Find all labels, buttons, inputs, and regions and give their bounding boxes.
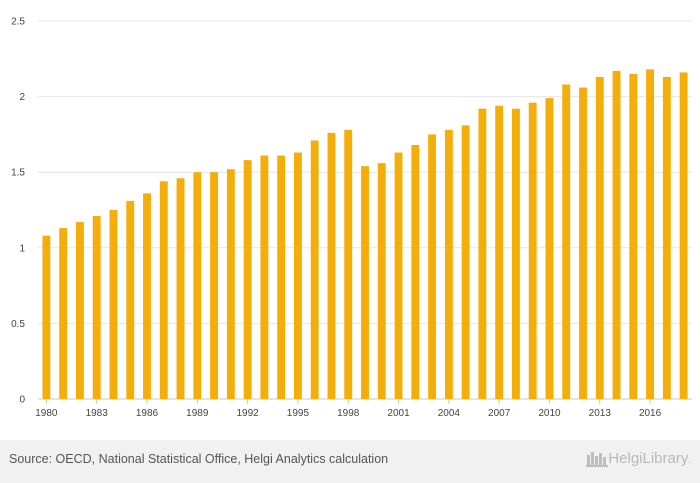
bar-1987[interactable] <box>159 181 168 399</box>
bar-1985[interactable] <box>126 200 135 399</box>
bar-1984[interactable] <box>109 210 118 399</box>
logo-dot: . <box>688 450 692 466</box>
x-tick-label: 2007 <box>488 408 511 419</box>
y-tick-label: 0 <box>19 395 25 406</box>
bar-2015[interactable] <box>629 73 638 400</box>
bar-2018[interactable] <box>679 72 688 400</box>
bar-1996[interactable] <box>310 140 319 399</box>
x-axis: 1980 1983 1986 1989 1992 1995 1998 2001 2004 2007… <box>35 399 662 419</box>
bar-2017[interactable] <box>662 76 671 399</box>
bar-2000[interactable] <box>377 163 386 399</box>
bar-2007[interactable] <box>495 105 504 399</box>
bar-1988[interactable] <box>176 178 185 399</box>
helgi-library-logo[interactable]: HelgiLibrary. <box>586 449 692 467</box>
bar-1992[interactable] <box>243 160 252 399</box>
bar-2014[interactable] <box>612 70 621 400</box>
bar-2016[interactable] <box>646 69 655 399</box>
bar-1986[interactable] <box>143 193 151 399</box>
x-tick-label: 1986 <box>136 408 159 419</box>
bar-1989[interactable] <box>193 172 202 399</box>
y-axis: 0 0.5 1 1.5 2 2.5 <box>11 17 25 406</box>
x-tick-label: 2004 <box>438 408 461 419</box>
x-tick-label: 1998 <box>337 408 360 419</box>
bar-1980[interactable] <box>42 235 51 399</box>
bar-2005[interactable] <box>461 125 470 399</box>
x-tick-label: 2010 <box>538 408 561 419</box>
x-tick-label: 1983 <box>86 408 109 419</box>
library-icon <box>586 452 609 467</box>
bar-1995[interactable] <box>293 152 302 399</box>
bar-1983[interactable] <box>92 216 101 399</box>
bar-1982[interactable] <box>75 222 84 399</box>
bar-2009[interactable] <box>528 102 537 399</box>
bar-2006[interactable] <box>478 108 487 400</box>
bar-2013[interactable] <box>595 76 604 399</box>
x-tick-label: 2001 <box>387 408 410 419</box>
bar-1993[interactable] <box>260 155 269 399</box>
bar-1990[interactable] <box>210 172 219 399</box>
x-tick-label: 1995 <box>287 408 310 419</box>
bar-chart: 0 0.5 1 1.5 2 2.5 1980 1983 1986 1989 1992 1995 199… <box>11 17 692 419</box>
bar-2011[interactable] <box>562 84 571 399</box>
x-tick-label: 2013 <box>589 408 612 419</box>
bar-1998[interactable] <box>344 129 353 399</box>
bar-2010[interactable] <box>545 98 554 399</box>
bar-1981[interactable] <box>59 228 68 399</box>
y-tick-label: 0.5 <box>11 319 25 330</box>
y-tick-label: 1 <box>19 243 25 254</box>
bar-2012[interactable] <box>579 87 587 399</box>
x-tick-label: 1989 <box>186 408 209 419</box>
bar-1999[interactable] <box>361 166 369 399</box>
bars <box>42 69 688 400</box>
x-tick-label: 1980 <box>35 408 58 419</box>
bar-2004[interactable] <box>444 129 453 399</box>
bar-1994[interactable] <box>277 155 286 399</box>
x-tick-label: 1992 <box>236 408 259 419</box>
y-tick-label: 2.5 <box>11 17 25 28</box>
bar-2001[interactable] <box>394 152 403 399</box>
source-note: Source: OECD, National Statistical Offic… <box>9 452 389 466</box>
bar-2008[interactable] <box>511 108 520 400</box>
bar-1991[interactable] <box>226 169 235 399</box>
logo-text: HelgiLibrary <box>608 449 689 467</box>
footer: Source: OECD, National Statistical Offic… <box>0 440 700 483</box>
bar-2003[interactable] <box>428 134 437 399</box>
bar-1997[interactable] <box>327 132 336 399</box>
y-tick-label: 2 <box>19 92 25 103</box>
y-tick-label: 1.5 <box>11 168 25 179</box>
bar-2002[interactable] <box>411 144 420 399</box>
x-tick-label: 2016 <box>639 408 662 419</box>
